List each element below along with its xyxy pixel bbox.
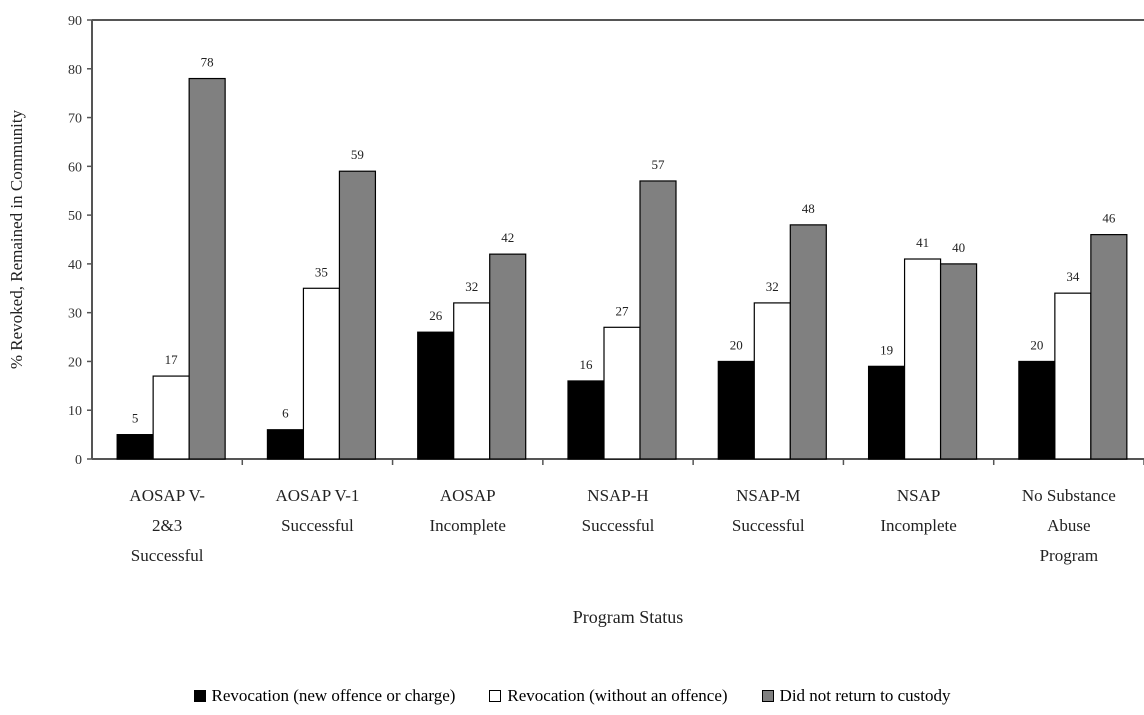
x-tick-label: 2&3 (152, 516, 182, 535)
bar-series-1 (567, 380, 605, 460)
bar-series-3 (939, 263, 978, 460)
x-tick-label: NSAP (897, 486, 940, 505)
data-label: 6 (282, 406, 289, 421)
y-tick-label: 90 (68, 14, 82, 29)
bar-series-2 (453, 302, 491, 460)
bar-series-3 (639, 180, 677, 460)
legend-item-series-1: Revocation (new offence or charge) (193, 686, 456, 706)
legend: Revocation (new offence or charge) Revoc… (0, 682, 1144, 710)
data-label: 5 (132, 411, 139, 426)
legend-item-series-2: Revocation (without an offence) (489, 686, 728, 706)
x-tick-label: AOSAP V- (129, 486, 205, 505)
y-tick-label: 10 (68, 404, 82, 419)
bar-series-1 (266, 429, 305, 460)
y-tick-label: 20 (68, 355, 82, 370)
bar-series-2 (302, 287, 341, 460)
x-tick-label: Abuse (1047, 516, 1090, 535)
x-tick-label: No Substance (1022, 486, 1116, 505)
legend-swatch-series-2 (489, 690, 502, 702)
bar-series-1 (116, 434, 154, 460)
data-label: 20 (1030, 337, 1043, 352)
y-tick-label: 40 (68, 258, 82, 273)
bar-series-3 (188, 77, 226, 460)
x-tick-label: Successful (582, 516, 655, 535)
y-tick-label: 70 (68, 112, 82, 127)
data-label: 34 (1066, 269, 1080, 284)
legend-item-series-3: Did not return to custody (761, 686, 951, 706)
data-label: 40 (952, 240, 965, 255)
bar-series-2 (603, 326, 641, 460)
data-label: 32 (465, 279, 478, 294)
bar-series-1 (717, 360, 755, 460)
data-label: 19 (880, 342, 893, 357)
x-axis-title: Program Status (573, 607, 684, 627)
x-tick-label: Successful (131, 546, 204, 565)
x-tick-label: Incomplete (429, 516, 505, 535)
bar-series-2 (1054, 292, 1092, 460)
y-tick-label: 60 (68, 160, 82, 175)
bar-series-2 (152, 375, 190, 460)
bar-series-1 (867, 365, 906, 460)
data-label: 48 (802, 201, 815, 216)
y-tick-label: 50 (68, 209, 82, 224)
legend-swatch-series-1 (193, 690, 206, 702)
x-tick-label: Successful (281, 516, 354, 535)
bar-series-1 (417, 331, 455, 460)
y-tick-label: 0 (75, 453, 82, 468)
legend-label-series-3: Did not return to custody (779, 686, 951, 705)
y-tick-label: 80 (68, 63, 82, 78)
x-tick-label: Successful (732, 516, 805, 535)
data-label: 27 (616, 303, 630, 318)
bar-series-1 (1018, 360, 1056, 460)
bar-series-3 (789, 224, 827, 460)
x-tick-label: AOSAP V-1 (275, 486, 359, 505)
y-axis-title: % Revoked, Remained in Community (7, 109, 26, 369)
y-tick-label: 30 (68, 307, 82, 322)
data-label: 42 (501, 230, 514, 245)
data-label: 16 (580, 357, 594, 372)
data-label: 35 (315, 264, 328, 279)
data-label: 78 (201, 55, 214, 70)
x-tick-label: Program (1040, 546, 1099, 565)
data-label: 20 (730, 337, 743, 352)
bar-series-2 (753, 302, 791, 460)
x-tick-label: NSAP-M (736, 486, 800, 505)
data-label: 46 (1102, 211, 1116, 226)
data-label: 32 (766, 279, 779, 294)
data-label: 57 (652, 157, 666, 172)
data-label: 59 (351, 147, 364, 162)
x-tick-label: Incomplete (880, 516, 956, 535)
bar-series-3 (489, 253, 527, 460)
legend-swatch-series-3 (761, 690, 774, 702)
data-label: 17 (165, 352, 179, 367)
x-tick-label: AOSAP (440, 486, 496, 505)
legend-label-series-1: Revocation (new offence or charge) (211, 686, 456, 705)
data-label: 26 (429, 308, 443, 323)
legend-label-series-2: Revocation (without an offence) (507, 686, 728, 705)
bar-series-3 (1090, 234, 1128, 460)
bar-series-3 (338, 170, 377, 460)
x-tick-label: NSAP-H (587, 486, 648, 505)
data-label: 41 (916, 235, 929, 250)
chart-svg: 0 10 20 30 40 50 60 70 80 90 % Revoked, Remained i… (7, 14, 1144, 627)
bar-series-2 (903, 258, 942, 460)
